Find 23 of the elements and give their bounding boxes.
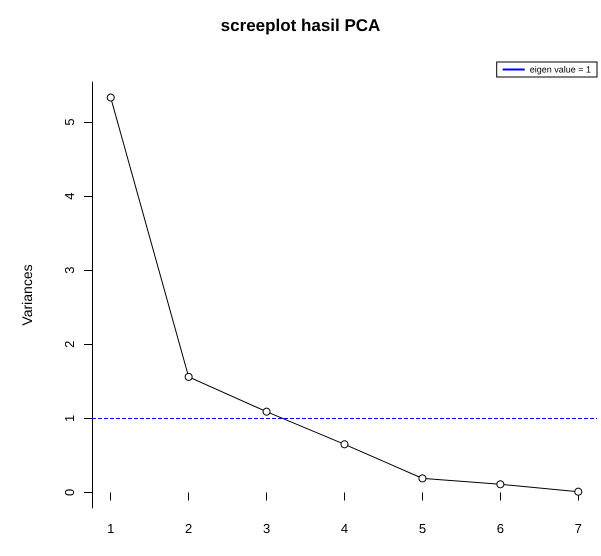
- x-tick-label: 3: [262, 521, 270, 536]
- x-tick-label: 2: [185, 521, 192, 536]
- y-tick-label: 2: [62, 340, 77, 348]
- point: [262, 408, 271, 416]
- chart-title: screeplot hasil PCA: [220, 16, 380, 35]
- y-tick-label: 3: [62, 266, 77, 274]
- y-tick-label: 1: [62, 414, 77, 422]
- y-tick-label: 0: [62, 488, 77, 496]
- y-axis-title: Variances: [19, 264, 35, 326]
- point: [574, 488, 582, 496]
- x-tick-label: 7: [574, 521, 582, 536]
- legend-label: eigen value = 1: [530, 64, 592, 74]
- point: [496, 480, 504, 488]
- point: [184, 372, 193, 381]
- y-tick-label: 5: [62, 118, 77, 126]
- x-tick-label: 5: [418, 521, 426, 536]
- x-tick-label: 4: [340, 521, 348, 536]
- point: [418, 474, 426, 482]
- x-tick-label: 6: [496, 521, 504, 536]
- point: [340, 440, 348, 448]
- x-tick-label: 1: [107, 521, 114, 536]
- y-tick-label: 4: [62, 192, 77, 200]
- point: [106, 94, 115, 102]
